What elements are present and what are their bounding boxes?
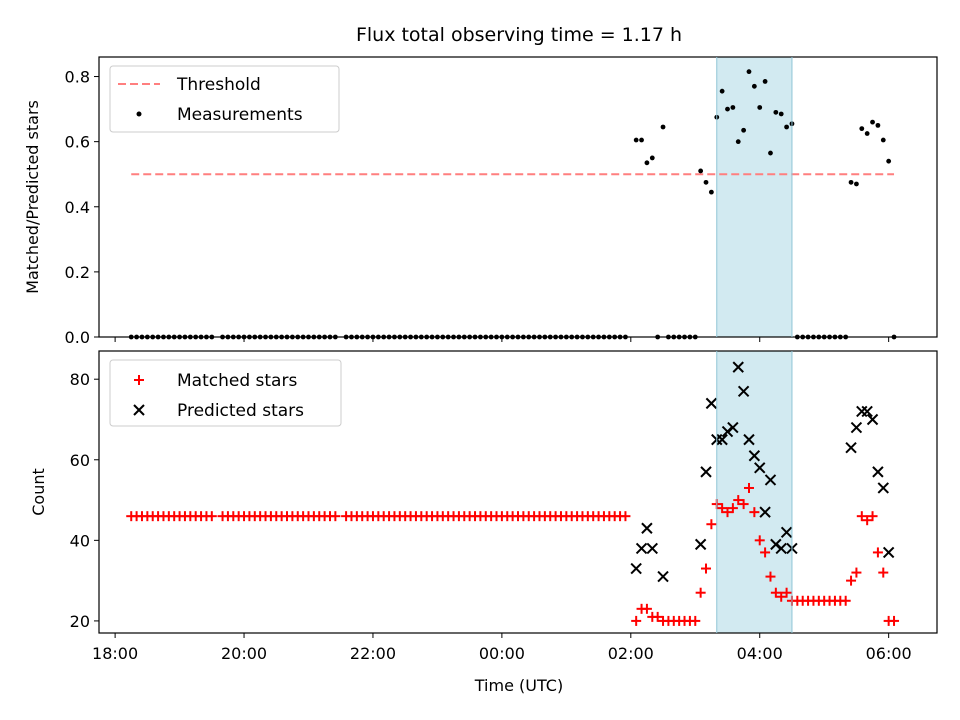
x-tick-label: 04:00 <box>737 644 783 663</box>
predicted-marker <box>878 483 888 493</box>
measurement-point <box>704 180 709 185</box>
measurement-point <box>849 180 854 185</box>
measurement-point <box>725 107 730 112</box>
x-tick-label: 20:00 <box>221 644 267 663</box>
measurement-point <box>881 138 886 143</box>
measurement-point <box>698 169 703 174</box>
measurement-point <box>784 125 789 130</box>
top-y-tick-label: 0.6 <box>65 133 90 152</box>
measurement-point <box>859 126 864 131</box>
x-tick-label: 00:00 <box>479 644 525 663</box>
legend-measurement-symbol <box>137 112 142 117</box>
matched-marker <box>889 616 899 626</box>
matched-marker <box>620 511 630 521</box>
measurement-point <box>634 138 639 143</box>
x-axis-label: Time (UTC) <box>474 676 563 695</box>
shaded-region <box>717 351 792 633</box>
figure: Flux total observing time = 1.17 h 0.0 0.… <box>0 0 960 720</box>
matched-marker <box>330 511 340 521</box>
measurement-point <box>741 128 746 133</box>
legend-threshold-label: Threshold <box>176 75 261 95</box>
measurement-point <box>757 105 762 110</box>
shaded-region <box>717 57 792 337</box>
bottom-y-label: Count <box>29 468 48 516</box>
x-tick-label: 06:00 <box>866 644 912 663</box>
measurement-point <box>645 160 650 165</box>
measurement-point <box>709 190 714 195</box>
predicted-marker <box>647 543 657 553</box>
predicted-marker <box>642 523 652 533</box>
predicted-marker <box>706 398 716 408</box>
measurement-point <box>779 112 784 117</box>
top-y-tick-label: 0.8 <box>65 68 90 87</box>
matched-marker <box>841 596 851 606</box>
measurement-point <box>773 110 778 115</box>
matched-marker <box>706 519 716 529</box>
measurement-point <box>747 69 752 74</box>
predicted-marker <box>701 467 711 477</box>
measurement-point <box>768 151 773 156</box>
bottom-y-tick-label: 80 <box>70 370 90 389</box>
measurement-point <box>639 138 644 143</box>
legend-measurement-label: Measurements <box>177 105 303 125</box>
bottom-legend: Matched stars Predicted stars <box>110 360 341 426</box>
bottom-y-tick-label: 20 <box>70 612 90 631</box>
predicted-marker <box>873 467 883 477</box>
top-y-label: Matched/Predicted stars <box>23 100 42 294</box>
measurement-point <box>876 123 881 128</box>
measurement-point <box>650 156 655 161</box>
predicted-marker <box>846 443 856 453</box>
x-tick-label: 22:00 <box>350 644 396 663</box>
matched-marker <box>642 604 652 614</box>
matched-marker <box>851 568 861 578</box>
top-panel: 0.00.20.40.60.8 Matched/Predicted stars … <box>23 57 937 347</box>
legend-predicted-label: Predicted stars <box>177 401 304 421</box>
legend-matched-label: Matched stars <box>177 371 297 391</box>
top-y-tick-label: 0.4 <box>65 198 90 217</box>
matched-marker <box>631 616 641 626</box>
measurement-point <box>720 89 725 94</box>
matched-marker <box>846 576 856 586</box>
predicted-marker <box>884 547 894 557</box>
matched-marker <box>701 564 711 574</box>
predicted-marker <box>857 406 867 416</box>
matched-marker <box>878 568 888 578</box>
measurement-point <box>736 139 741 144</box>
predicted-marker <box>658 572 668 582</box>
measurement-point <box>870 120 875 125</box>
measurement-point <box>763 79 768 84</box>
bottom-y-tick-label: 40 <box>70 531 90 550</box>
chart-title: Flux total observing time = 1.17 h <box>356 24 682 46</box>
matched-marker <box>873 547 883 557</box>
top-legend: Threshold Measurements <box>110 66 339 132</box>
measurement-point <box>730 105 735 110</box>
predicted-marker <box>631 564 641 574</box>
bottom-y-tick-label: 60 <box>70 451 90 470</box>
measurement-point <box>854 182 859 187</box>
bottom-panel: 20 40 60 80 18:00 20:00 22:00 00:00 02:00 04:00 06… <box>29 351 937 663</box>
measurement-point <box>886 159 891 164</box>
predicted-marker <box>851 423 861 433</box>
top-y-tick-label: 0.0 <box>65 328 90 347</box>
predicted-marker <box>637 543 647 553</box>
matched-marker <box>690 616 700 626</box>
x-tick-label: 18:00 <box>92 644 138 663</box>
measurement-point <box>752 84 757 89</box>
matched-marker <box>696 588 706 598</box>
top-y-tick-label: 0.2 <box>65 263 90 282</box>
predicted-marker <box>696 539 706 549</box>
x-tick-label: 02:00 <box>608 644 654 663</box>
matched-marker <box>207 511 217 521</box>
measurement-point <box>865 131 870 136</box>
measurement-point <box>661 125 666 130</box>
